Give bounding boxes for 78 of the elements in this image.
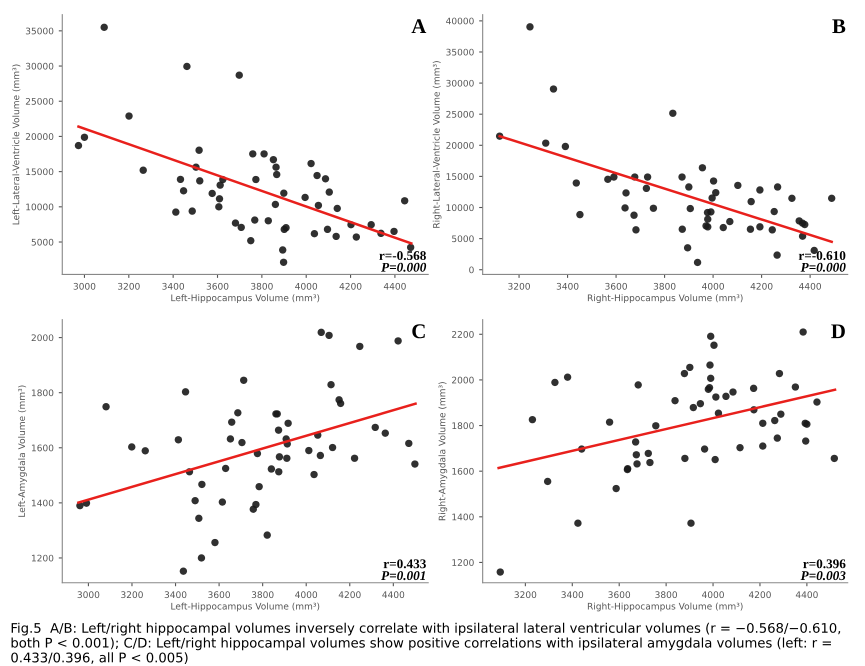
x-tick-label: 3600: [605, 282, 627, 290]
x-tick-label: 4400: [799, 282, 821, 290]
y-tick-label: 5000: [452, 235, 474, 242]
y-tick-label: 20000: [446, 142, 474, 149]
y-tick-label: 40000: [446, 18, 474, 24]
x-axis-title: Left-Hippocampus Volume (mm³): [171, 602, 320, 612]
x-tick-label: 4400: [384, 282, 406, 290]
y-tick-label: 30000: [446, 80, 474, 87]
y-tick-label: 1600: [452, 468, 474, 475]
annotation: P=0.001: [381, 571, 426, 580]
chart-title: A: [412, 19, 426, 34]
y-tick-label: 1200: [452, 559, 474, 566]
x-tick-label: 4200: [750, 282, 772, 290]
y-tick-label: 25000: [446, 110, 474, 118]
annotation: P=0.000: [800, 262, 846, 272]
x-tick-label: 3400: [561, 591, 584, 598]
y-axis-title: Right-Lateral-Ventricle Volume (mm³): [432, 61, 442, 228]
y-tick-label: 15000: [446, 173, 474, 180]
x-tick-label: 4000: [295, 282, 318, 290]
x-tick-label: 3600: [208, 591, 230, 598]
x-tick-label: 3200: [514, 591, 536, 598]
annotation: r=-0.568: [379, 251, 426, 260]
y-axis-title: Left-Amygdala Volume (mm³): [18, 386, 27, 517]
x-tick-label: 3600: [608, 591, 630, 598]
y-tick-label: 1800: [452, 422, 474, 430]
y-tick-label: 2000: [32, 334, 54, 342]
x-tick-label: 3000: [74, 282, 96, 290]
x-axis-title: Right-Hippocampus Volume (mm³): [588, 602, 743, 612]
y-axis-title: Left-Lateral-Ventricle Volume (mm³): [12, 64, 20, 224]
x-tick-label: 3200: [121, 591, 143, 598]
y-tick-label: 10000: [446, 204, 474, 212]
x-tick-label: 3400: [556, 282, 578, 290]
y-tick-label: 5000: [32, 238, 54, 246]
y-tick-label: 35000: [26, 28, 54, 34]
x-tick-label: 3400: [164, 591, 186, 598]
y-tick-label: 35000: [446, 48, 474, 56]
x-axis-title: Left-Hippocampus Volume (mm³): [171, 294, 320, 303]
x-tick-label: 3000: [78, 591, 100, 598]
chart-title: C: [412, 324, 425, 338]
y-tick-label: 30000: [26, 62, 54, 70]
x-tick-label: 4400: [796, 591, 818, 598]
y-tick-label: 1800: [32, 389, 54, 396]
y-tick-label: 1200: [32, 554, 54, 562]
y-tick-label: 1600: [32, 444, 54, 452]
x-tick-label: 3800: [251, 282, 273, 290]
y-tick-label: 1400: [452, 514, 474, 520]
x-tick-label: 4000: [295, 591, 318, 598]
x-tick-label: 3200: [508, 282, 530, 290]
annotation: r=-0.610: [798, 251, 846, 260]
x-axis-title: Right-Hippocampus Volume (mm³): [588, 294, 743, 303]
x-tick-label: 3200: [118, 282, 140, 290]
x-tick-label: 3600: [206, 282, 228, 290]
chart-title: D: [831, 324, 845, 338]
y-tick-label: 2000: [452, 376, 474, 384]
x-tick-label: 4200: [338, 591, 361, 598]
caption: Fig.5 A/B: Left/right hippocampal volumes inversely correlate with ipsilateral lateral ventricular volumes (r = −0.568/−0.610, both P < 0.001); C/D: Left/right hippocampal volumes show positive correlations with ipsilateral amygdala volumes (left: r = 0.433/0.396, all P < 0.005): [11, 622, 840, 664]
y-axis-title: Right-Amygdala Volume (mm³): [438, 382, 448, 520]
x-tick-label: 3800: [252, 591, 274, 598]
y-tick-label: 15000: [26, 168, 54, 176]
y-tick-label: 0: [469, 266, 474, 274]
chart-title: B: [832, 19, 846, 34]
y-tick-label: 20000: [26, 133, 54, 140]
y-tick-label: 25000: [26, 98, 54, 105]
x-tick-label: 4000: [702, 591, 724, 598]
x-tick-label: 3400: [162, 282, 184, 290]
y-tick-label: 1400: [32, 500, 54, 506]
y-tick-label: 10000: [26, 204, 54, 210]
x-tick-label: 4000: [702, 282, 724, 290]
y-tick-label: 2200: [452, 331, 474, 338]
annotation: r=0.433: [384, 559, 426, 568]
x-tick-label: 3800: [655, 591, 678, 598]
x-tick-label: 3800: [654, 282, 676, 290]
annotation: P=0.000: [381, 262, 426, 272]
x-tick-label: 4200: [340, 282, 362, 290]
annotation: P=0.003: [800, 571, 846, 580]
x-tick-label: 4400: [382, 591, 404, 598]
x-tick-label: 4200: [748, 591, 771, 598]
annotation: r=0.396: [803, 559, 846, 568]
